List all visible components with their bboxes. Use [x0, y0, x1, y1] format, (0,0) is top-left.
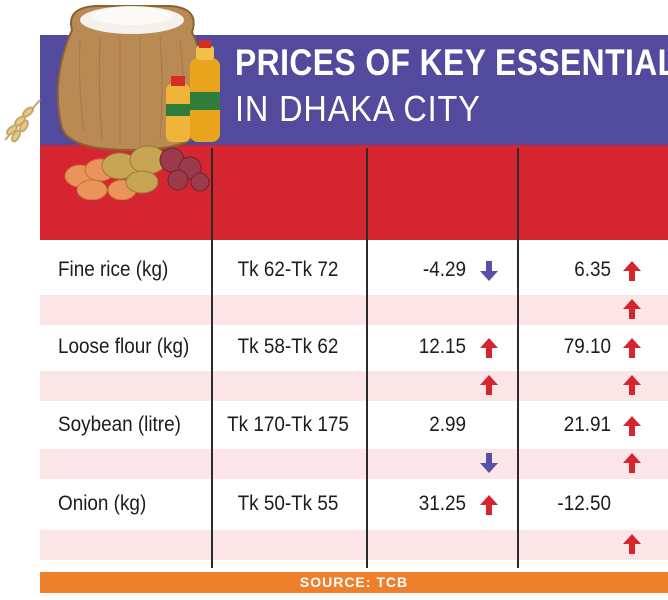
item-name: Loose flour (kg) [58, 335, 190, 358]
arrow-up-icon [480, 338, 498, 358]
item-name: Soybean (litre) [58, 413, 181, 436]
price-range: Tk 58-Tk 62 [237, 335, 339, 358]
column-divider-1 [211, 148, 213, 568]
change-value-col4: 6.35 [574, 258, 611, 281]
item-name: Onion (kg) [58, 492, 147, 515]
groceries-illustration [4, 5, 220, 200]
price-range: Tk 50-Tk 55 [237, 492, 339, 515]
potatoes-icon [101, 145, 167, 194]
arrow-up-icon [623, 338, 641, 358]
item-name: Fine rice (kg) [58, 258, 169, 281]
chart-subtitle: IN DHAKA CITY [235, 88, 481, 129]
change-value-col3: -4.29 [422, 258, 466, 281]
arrow-up-icon [623, 453, 641, 473]
row-tint-4 [40, 530, 668, 560]
arrow-up-icon [623, 261, 641, 281]
wheat-icon [4, 99, 41, 143]
change-value-col4: 21.91 [563, 413, 611, 436]
arrow-up-icon [480, 495, 498, 515]
onions-icon [159, 147, 210, 192]
arrow-down-icon [480, 261, 498, 281]
chart-title: PRICES OF KEY ESSENTIALS [235, 42, 668, 83]
price-range: Tk 62-Tk 72 [237, 258, 339, 281]
change-value-col4: 79.10 [563, 335, 611, 358]
column-divider-3 [517, 148, 519, 568]
row-tint-3 [40, 449, 668, 479]
row-tint-1 [40, 295, 668, 325]
arrow-down-icon [480, 453, 498, 473]
arrow-up-icon [623, 375, 641, 395]
price-range: Tk 170-Tk 175 [227, 413, 349, 436]
row-tint-2 [40, 371, 668, 401]
oil-bottle-icon [166, 40, 220, 142]
arrow-up-icon [480, 375, 498, 395]
change-value-col3: 31.25 [418, 492, 466, 515]
change-value-col3: 2.99 [429, 413, 466, 436]
change-value-col4: -12.50 [557, 492, 611, 515]
arrow-up-icon [623, 299, 641, 319]
change-value-col3: 12.15 [418, 335, 466, 358]
column-divider-2 [366, 148, 368, 568]
arrow-up-icon [623, 534, 641, 554]
arrow-up-icon [623, 416, 641, 436]
source-note: SOURCE: TCB [40, 572, 668, 593]
